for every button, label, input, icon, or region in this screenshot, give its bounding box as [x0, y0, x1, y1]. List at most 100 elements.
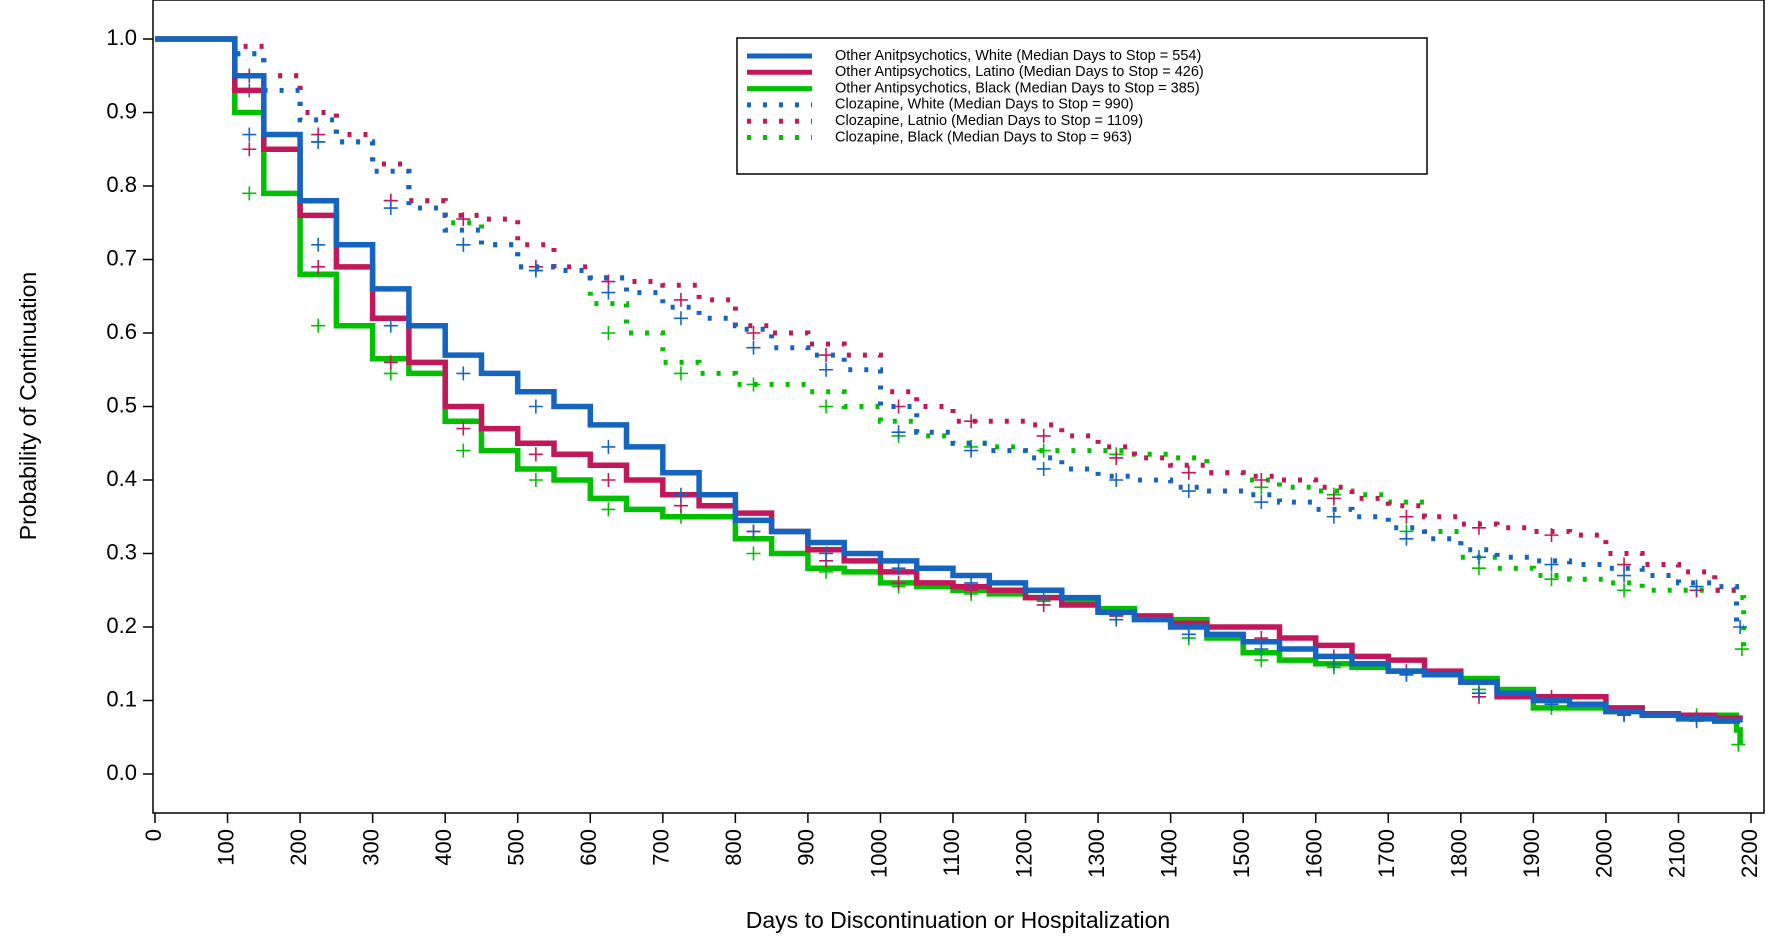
censor-mark — [601, 285, 616, 300]
censor-mark — [456, 237, 471, 252]
censor-mark — [383, 318, 398, 333]
censor-mark — [456, 421, 471, 436]
censor-marks — [242, 127, 1704, 729]
series-layer — [155, 36, 1749, 752]
censor-mark — [1036, 443, 1051, 458]
censor-mark — [1181, 627, 1196, 642]
censor-mark — [1617, 568, 1632, 583]
censor-mark — [1471, 520, 1486, 535]
censor-mark — [1254, 473, 1269, 487]
y-tick-label: 0.6 — [106, 319, 137, 344]
censor-mark — [746, 326, 761, 340]
x-tick-label: 100 — [213, 829, 238, 866]
x-tick-label: 600 — [576, 829, 601, 866]
censor-mark — [1326, 656, 1341, 671]
censor-mark — [1471, 550, 1486, 565]
y-axis: 0.0 0.1 0.2 0.3 0.4 0.5 0.6 0.7 0.8 0.9 1.0 — [106, 25, 153, 785]
x-tick-label: 800 — [721, 829, 746, 866]
x-tick-label: 200 — [286, 829, 311, 866]
censor-mark — [964, 443, 979, 458]
censor-mark — [1036, 428, 1051, 443]
censor-mark — [819, 399, 834, 414]
x-tick-label: 2100 — [1664, 829, 1689, 878]
censor-mark — [1544, 697, 1559, 712]
censor-mark — [1399, 531, 1414, 546]
y-tick-label: 0.8 — [106, 172, 137, 197]
censor-mark — [1617, 708, 1632, 723]
legend-label: Clozapine, Black (Median Days to Stop = … — [835, 129, 1132, 145]
censor-mark — [242, 186, 257, 201]
censor-mark — [746, 546, 761, 561]
censor-mark — [528, 473, 543, 487]
y-tick-label: 0.0 — [106, 760, 137, 785]
censor-mark — [242, 127, 257, 142]
censor-mark — [311, 259, 326, 274]
y-tick-label: 0.4 — [106, 466, 137, 491]
censor-mark — [673, 292, 688, 307]
x-tick-label: 2200 — [1737, 829, 1762, 878]
censor-mark — [1544, 572, 1559, 587]
y-tick-label: 1.0 — [106, 25, 137, 50]
y-tick-label: 0.5 — [106, 392, 137, 417]
legend-label: Other Antipsychotics, Latino (Median Day… — [835, 64, 1204, 80]
x-tick-label: 1900 — [1519, 829, 1544, 878]
censor-mark — [673, 311, 688, 326]
censor-mark — [528, 447, 543, 462]
censor-mark — [601, 473, 616, 487]
censor-mark — [383, 201, 398, 216]
censor-mark — [456, 366, 471, 381]
censor-mark — [1036, 590, 1051, 605]
y-tick-label: 0.1 — [106, 686, 137, 711]
x-tick-label: 1100 — [939, 829, 964, 876]
x-tick-label: 2000 — [1592, 829, 1617, 878]
censor-mark — [601, 439, 616, 454]
x-tick-label: 1400 — [1156, 829, 1181, 878]
x-tick-label: 1500 — [1229, 829, 1254, 878]
x-tick-label: 400 — [431, 829, 456, 866]
series-line — [155, 36, 1744, 630]
legend-box — [736, 37, 1428, 175]
censor-mark — [601, 326, 616, 340]
x-axis-title: Days to Discontinuation or Hospitalizati… — [746, 907, 1170, 933]
censor-marks — [242, 83, 1748, 634]
censor-mark — [311, 318, 326, 333]
censor-mark — [1254, 642, 1269, 657]
y-tick-label: 0.2 — [106, 613, 137, 638]
censor-mark — [1326, 491, 1341, 506]
legend-label: Clozapine, Latnio (Median Days to Stop =… — [835, 113, 1143, 129]
censor-mark — [891, 575, 906, 590]
censor-mark — [311, 134, 326, 149]
x-tick-label: 1200 — [1011, 829, 1036, 878]
censor-mark — [1689, 714, 1704, 729]
censor-mark — [1109, 450, 1124, 465]
x-tick-label: 900 — [794, 829, 819, 866]
x-tick-label: 1700 — [1374, 829, 1399, 878]
censor-mark — [891, 561, 906, 576]
legend-label: Other Anitpsychotics, White (Median Days… — [835, 48, 1201, 64]
x-tick-label: 1000 — [866, 829, 891, 878]
censor-mark — [1109, 473, 1124, 487]
censor-mark — [1689, 579, 1704, 594]
y-tick-label: 0.3 — [106, 539, 137, 564]
censor-mark — [1326, 509, 1341, 524]
x-tick-label: 700 — [649, 829, 674, 866]
y-tick-label: 0.9 — [106, 98, 137, 123]
censor-mark — [1544, 528, 1559, 543]
censor-mark — [1544, 557, 1559, 572]
legend: Other Anitpsychotics, White (Median Days… — [736, 37, 1428, 175]
y-tick-label: 0.7 — [106, 245, 137, 270]
series-line — [155, 36, 1743, 724]
censor-mark — [746, 340, 761, 355]
censor-mark — [1399, 667, 1414, 682]
censor-mark — [891, 425, 906, 440]
legend-label: Clozapine, White (Median Days to Stop = … — [835, 97, 1134, 113]
censor-mark — [456, 443, 471, 458]
x-tick-label: 1600 — [1302, 829, 1327, 878]
censor-mark — [1036, 461, 1051, 476]
x-tick-label: 500 — [504, 829, 529, 866]
censor-mark — [383, 355, 398, 370]
censor-mark — [964, 575, 979, 590]
censor-mark — [1109, 612, 1124, 627]
censor-mark — [819, 362, 834, 377]
